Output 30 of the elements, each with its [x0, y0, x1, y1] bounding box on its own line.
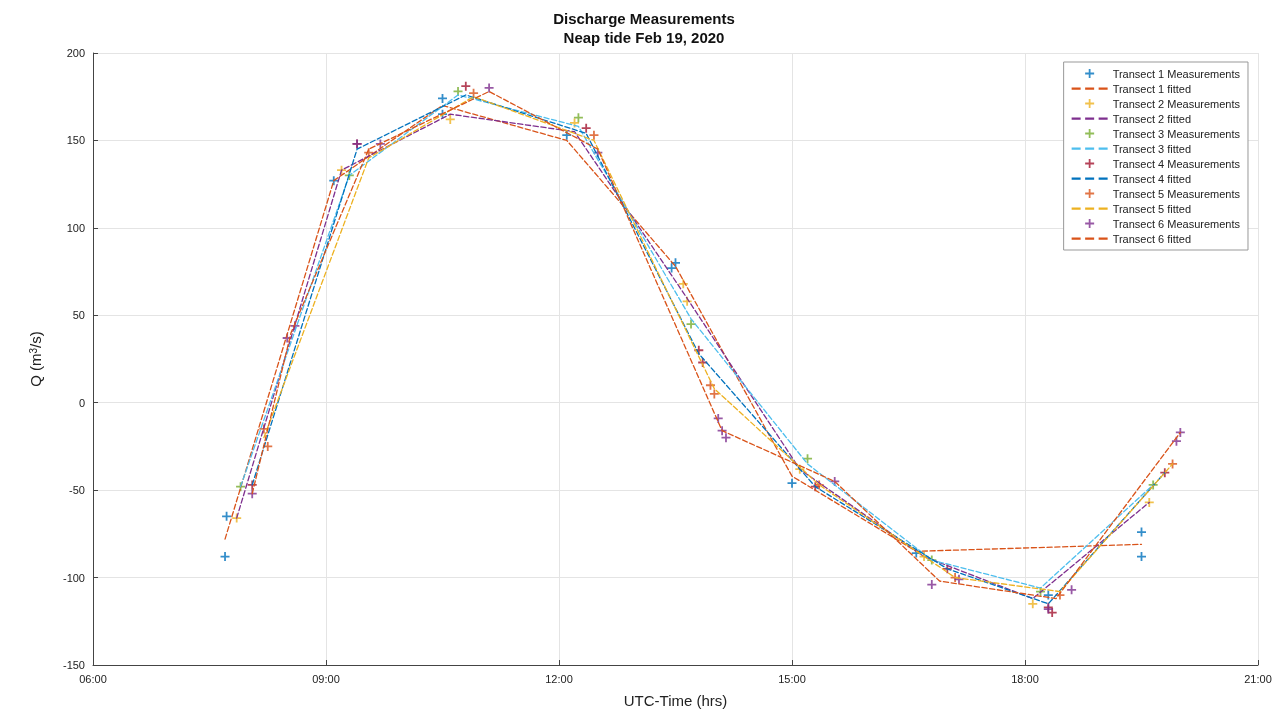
- y-axis-title: Q (m3/s): [27, 331, 44, 387]
- legend-label: Transect 1 fitted: [1112, 82, 1192, 95]
- x-tick-label: 18:00: [1011, 672, 1039, 685]
- x-axis-title: UTC-Time (hrs): [623, 692, 728, 709]
- y-tick-label: -50: [69, 484, 85, 497]
- chart-title: Discharge Measurements: [553, 10, 735, 27]
- x-tick-label: 06:00: [79, 672, 107, 685]
- y-tick-label: 50: [72, 309, 85, 322]
- y-tick-label: 150: [66, 134, 85, 147]
- y-tick-label: -150: [62, 659, 85, 671]
- chart-subtitle: Neap tide Feb 19, 2020: [563, 29, 725, 46]
- legend-label: Transect 6 fitted: [1112, 232, 1192, 245]
- legend-label: Transect 2 fitted: [1112, 112, 1192, 125]
- x-tick-label: 15:00: [778, 672, 806, 685]
- y-tick-label: 0: [78, 396, 85, 409]
- legend-label: Transect 5 fitted: [1112, 202, 1192, 215]
- x-tick-label: 21:00: [1244, 672, 1272, 685]
- legend-label: Transect 3 Measurements: [1112, 127, 1241, 140]
- legend-label: Transect 2 Measurements: [1112, 97, 1241, 110]
- legend-label: Transect 4 fitted: [1112, 172, 1192, 185]
- legend-label: Transect 6 Measurements: [1112, 217, 1241, 230]
- y-tick-label: -100: [62, 571, 85, 584]
- legend-label: Transect 1 Measurements: [1112, 67, 1241, 80]
- x-tick-label: 12:00: [545, 672, 573, 685]
- legend-label: Transect 3 fitted: [1112, 142, 1192, 155]
- legend-label: Transect 5 Measurements: [1112, 187, 1241, 200]
- y-tick-label: 100: [66, 221, 85, 234]
- legend-label: Transect 4 Measurements: [1112, 157, 1241, 170]
- x-tick-label: 09:00: [312, 672, 340, 685]
- y-tick-label: 200: [66, 47, 85, 59]
